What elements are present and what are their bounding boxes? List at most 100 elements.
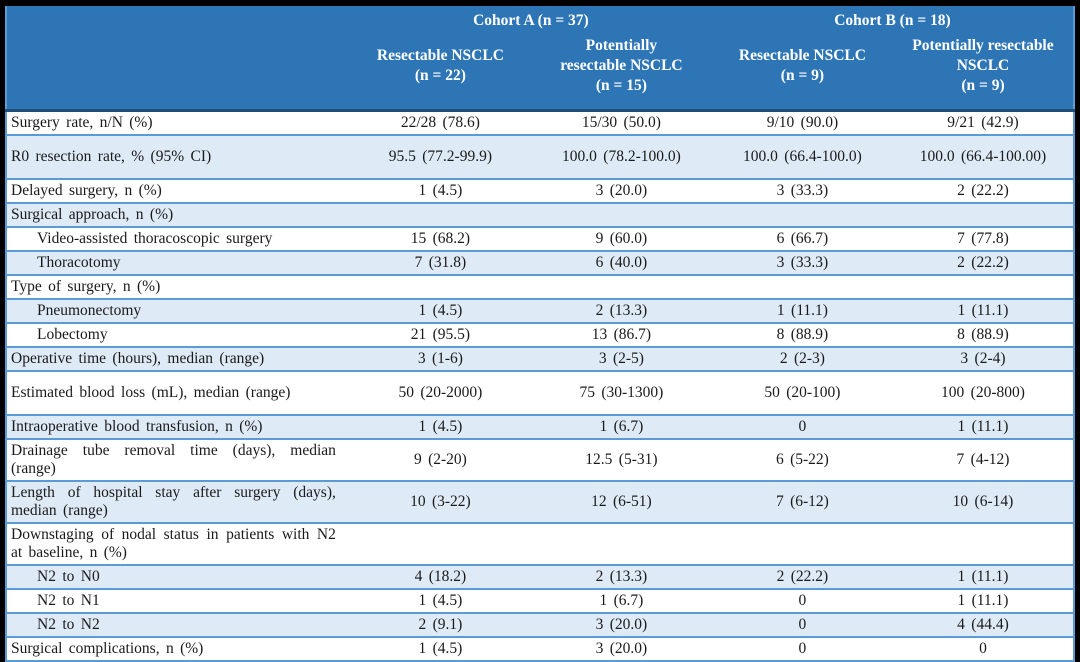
row-label: Thoracotomy: [6, 249, 350, 275]
cohort-header-row: Cohort A (n = 37) Cohort B (n = 18): [6, 6, 1074, 30]
cell-value: 9 (2-20): [349, 437, 531, 481]
cell-value: 1 (11.1): [892, 563, 1074, 589]
cell-value: 6 (66.7): [711, 225, 893, 251]
cell-value: 1 (6.7): [530, 413, 712, 439]
cell-value: [530, 201, 712, 227]
row-label: Type of surgery, n (%): [6, 273, 350, 299]
cell-value: [711, 521, 893, 565]
table-row: Pneumonectomy 1 (4.5) 2 (13.3) 1 (11.1) 1 (1…: [6, 297, 1074, 323]
cell-value: 3 (33.3): [711, 249, 893, 275]
cell-value: 1 (11.1): [711, 297, 893, 323]
cell-value: 6 (5-22): [711, 437, 893, 481]
cell-value: 1 (4.5): [349, 297, 531, 323]
cell-value: [530, 273, 712, 299]
cell-value: 0: [711, 587, 893, 613]
cell-value: 7 (4-12): [892, 437, 1074, 481]
cell-value: 2 (22.2): [711, 563, 893, 589]
table-row: Drainage tube removal time (days), media…: [6, 437, 1074, 481]
cell-value: 2 (22.2): [892, 249, 1074, 275]
cell-value: 12 (6-51): [530, 479, 712, 523]
row-label: Pneumonectomy: [6, 297, 350, 323]
cell-value: 10 (3-22): [349, 479, 531, 523]
cell-value: 3 (2-4): [892, 345, 1074, 371]
cell-value: 100.0 (66.4-100.0): [711, 133, 893, 179]
cell-value: [349, 201, 531, 227]
cell-value: 100.0 (66.4-100.00): [892, 133, 1074, 179]
cell-value: 3 (2-5): [530, 345, 712, 371]
cell-value: 21 (95.5): [349, 321, 531, 347]
row-label: N2 to N1: [6, 587, 350, 613]
cell-value: 8 (88.9): [711, 321, 893, 347]
subgroup-header-row: Resectable NSCLC (n = 22) Potentially re…: [6, 30, 1074, 112]
row-label: Intraoperative blood transfusion, n (%): [6, 413, 350, 439]
table-row: Estimated blood loss (mL), median (range…: [6, 369, 1074, 415]
cell-value: 6 (40.0): [530, 249, 712, 275]
table-row: N2 to N2 2 (9.1) 3 (20.0) 0 4 (44.4): [6, 611, 1074, 637]
cell-value: 100.0 (78.2-100.0): [530, 133, 712, 179]
cell-value: 2 (2-3): [711, 345, 893, 371]
cell-value: 1 (4.5): [349, 413, 531, 439]
table-row: Video-assisted thoracoscopic surgery 15 (…: [6, 225, 1074, 251]
row-label: Estimated blood loss (mL), median (range…: [6, 369, 350, 415]
cell-value: 7 (31.8): [349, 249, 531, 275]
cell-value: 9/10 (90.0): [711, 110, 893, 135]
cell-value: 1 (4.5): [349, 587, 531, 613]
table-row: Lobectomy 21 (95.5) 13 (86.7) 8 (88.9) 8 (88…: [6, 321, 1074, 347]
cell-value: 10 (6-14): [892, 479, 1074, 523]
cell-value: 9/21 (42.9): [892, 110, 1074, 135]
cell-value: 0: [711, 413, 893, 439]
table-row: Surgery rate, n/N (%) 22/28 (78.6) 15/30 (…: [6, 110, 1074, 135]
row-label-subheader-spacer: [6, 30, 350, 112]
row-label: Surgery rate, n/N (%): [6, 110, 350, 135]
cell-value: 15 (68.2): [349, 225, 531, 251]
results-table-frame: Cohort A (n = 37) Cohort B (n = 18) Rese…: [5, 6, 1075, 662]
cell-value: 3 (1-6): [349, 345, 531, 371]
table-header: Cohort A (n = 37) Cohort B (n = 18) Rese…: [6, 6, 1074, 112]
table-row: Length of hospital stay after surgery (d…: [6, 479, 1074, 523]
table-row: Downstaging of nodal status in patients …: [6, 521, 1074, 565]
cohort-a-header: Cohort A (n = 37): [349, 6, 712, 30]
cell-value: 1 (11.1): [892, 297, 1074, 323]
table-row: Thoracotomy 7 (31.8) 6 (40.0) 3 (33.3) 2 (22…: [6, 249, 1074, 275]
cell-value: 1 (11.1): [892, 587, 1074, 613]
cell-value: 7 (77.8): [892, 225, 1074, 251]
subheader-cohort-a-potentially-resectable: Potentially resectable NSCLC (n = 15): [530, 30, 712, 112]
cell-value: 2 (13.3): [530, 297, 712, 323]
cell-value: 75 (30-1300): [530, 369, 712, 415]
cell-value: 7 (6-12): [711, 479, 893, 523]
table-row: Type of surgery, n (%): [6, 273, 1074, 299]
row-label: Delayed surgery, n (%): [6, 177, 350, 203]
subheader-cohort-b-potentially-resectable: Potentially resectable NSCLC (n = 9): [892, 30, 1074, 112]
row-label: Length of hospital stay after surgery (d…: [6, 479, 350, 523]
cell-value: 50 (20-2000): [349, 369, 531, 415]
row-label: Drainage tube removal time (days), media…: [6, 437, 350, 481]
row-label-header-spacer: [6, 6, 350, 30]
cell-value: 8 (88.9): [892, 321, 1074, 347]
cell-value: 3 (20.0): [530, 611, 712, 637]
cell-value: 12.5 (5-31): [530, 437, 712, 481]
cell-value: 1 (6.7): [530, 587, 712, 613]
cell-value: [711, 201, 893, 227]
table-row: Surgical approach, n (%): [6, 201, 1074, 227]
cell-value: [892, 273, 1074, 299]
cell-value: 22/28 (78.6): [349, 110, 531, 135]
cell-value: 100 (20-800): [892, 369, 1074, 415]
cell-value: 2 (13.3): [530, 563, 712, 589]
cell-value: [349, 273, 531, 299]
cell-value: 2 (22.2): [892, 177, 1074, 203]
table-body: Surgery rate, n/N (%) 22/28 (78.6) 15/30 (…: [6, 110, 1074, 661]
subheader-cohort-b-resectable: Resectable NSCLC (n = 9): [711, 30, 893, 112]
row-label: Operative time (hours), median (range): [6, 345, 350, 371]
cell-value: 0: [711, 611, 893, 637]
row-label: N2 to N0: [6, 563, 350, 589]
table-row: N2 to N1 1 (4.5) 1 (6.7) 0 1 (11.1): [6, 587, 1074, 613]
table-row: N2 to N0 4 (18.2) 2 (13.3) 2 (22.2) 1 (11.1): [6, 563, 1074, 589]
cell-value: 95.5 (77.2-99.9): [349, 133, 531, 179]
table-row: R0 resection rate, % (95% CI) 95.5 (77.2-…: [6, 133, 1074, 179]
cell-value: [892, 521, 1074, 565]
cell-value: 1 (11.1): [892, 413, 1074, 439]
row-label: Surgical approach, n (%): [6, 201, 350, 227]
row-label: Video-assisted thoracoscopic surgery: [6, 225, 350, 251]
cell-value: [711, 273, 893, 299]
cell-value: [530, 521, 712, 565]
